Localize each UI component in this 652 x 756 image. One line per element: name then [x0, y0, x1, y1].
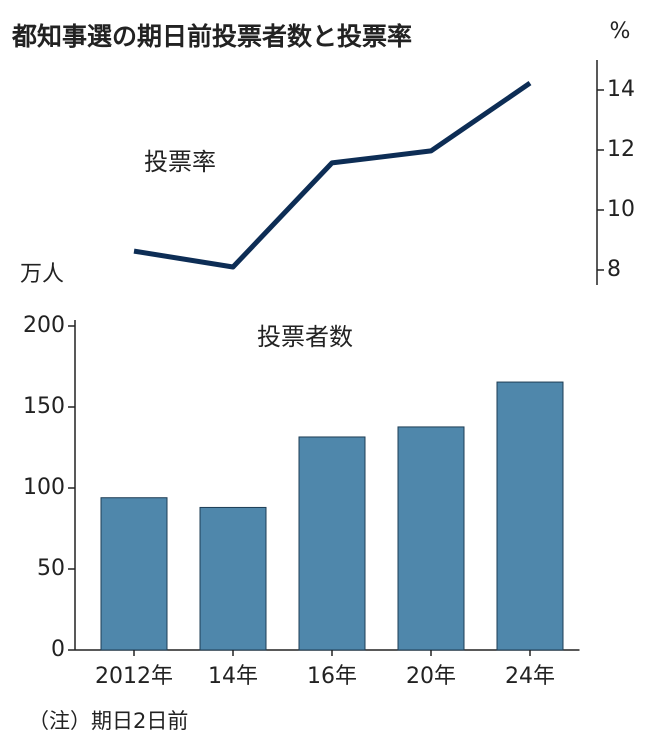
y-tick-label: 150: [23, 394, 65, 419]
y-tick-label: 8: [607, 257, 621, 282]
note: （注）期日2日前: [28, 709, 188, 733]
series-label: 投票率: [144, 148, 216, 176]
y-tick-label: 50: [37, 556, 65, 581]
y-tick-label: 10: [607, 197, 635, 222]
y-tick-label: 100: [23, 475, 65, 500]
chart-title: 都知事選の期日前投票者数と投票率: [11, 22, 412, 51]
x-tick-label: 14年: [208, 664, 258, 689]
line: [133, 81, 532, 270]
series-label: 投票者数: [257, 323, 353, 351]
x-tick-label: 2012年: [95, 664, 173, 689]
unit-label: %: [610, 19, 631, 44]
unit-label: 万人: [20, 262, 64, 287]
bar: [397, 426, 465, 651]
y-tick-label: 14: [607, 77, 635, 102]
y-tick-label: 0: [51, 637, 65, 662]
bar: [298, 436, 366, 651]
y-tick-label: 12: [607, 137, 635, 162]
x-tick-label: 20年: [406, 664, 456, 689]
x-tick-label: 16年: [307, 664, 357, 689]
bar: [100, 497, 168, 651]
x-tick-label: 24年: [505, 664, 555, 689]
y-tick-label: 200: [23, 313, 65, 338]
bar: [496, 381, 564, 651]
bar: [199, 506, 267, 651]
